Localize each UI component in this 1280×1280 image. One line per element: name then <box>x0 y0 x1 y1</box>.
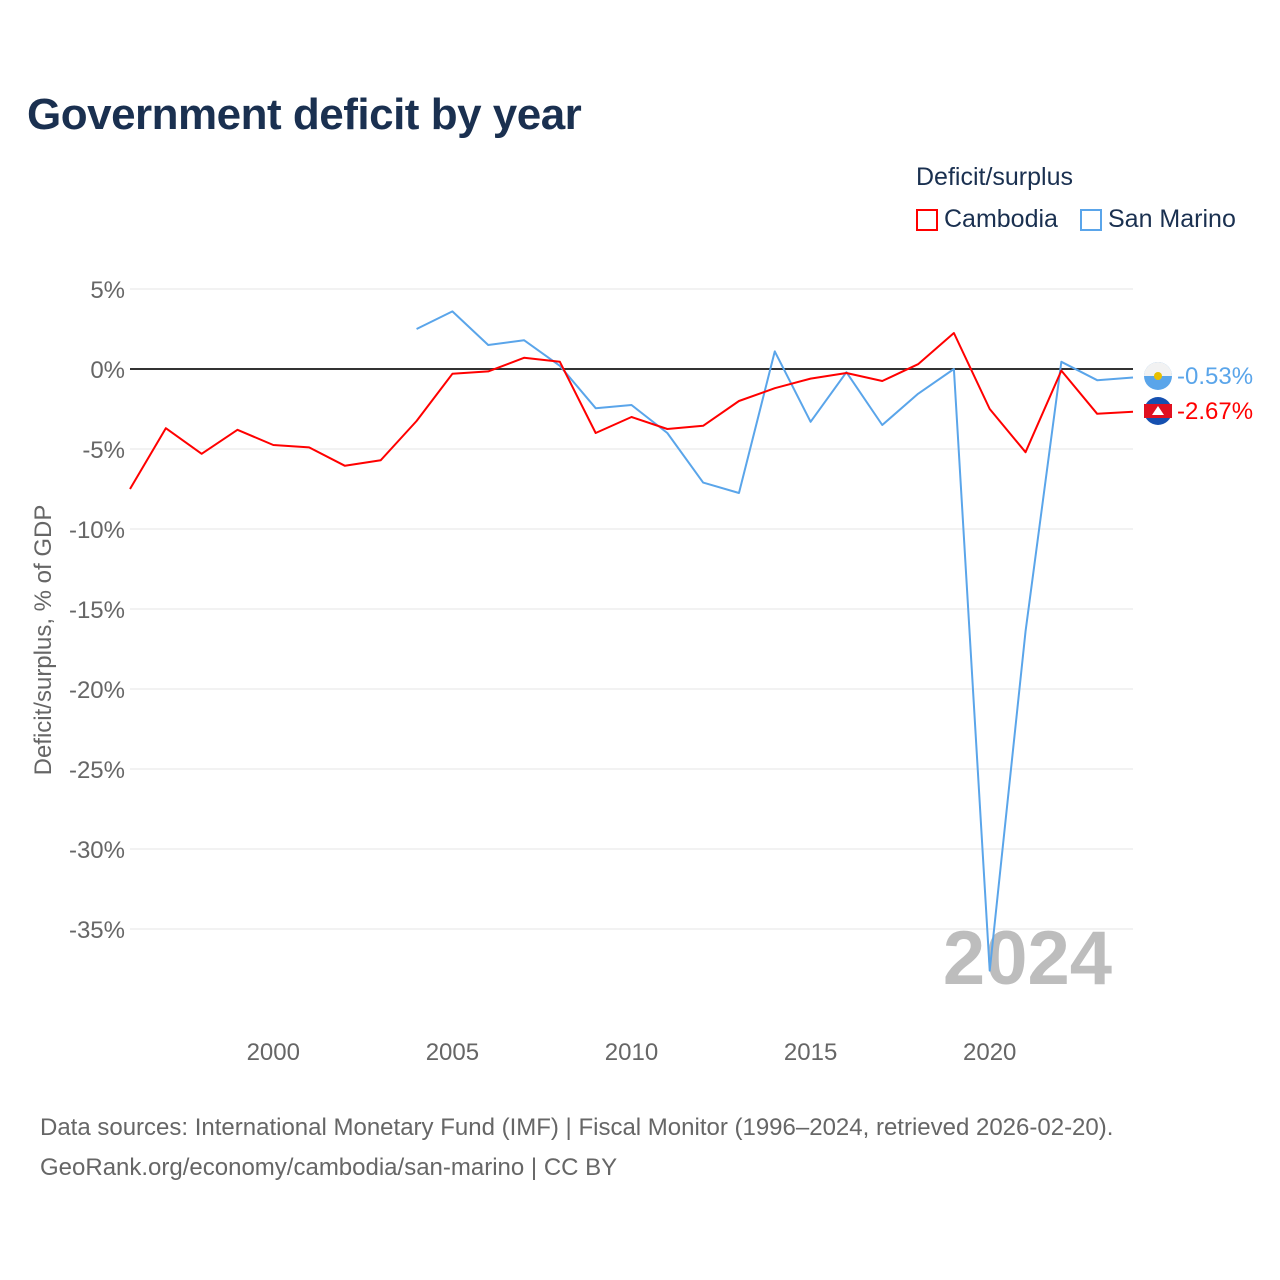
san-marino-flag-top <box>1144 362 1172 376</box>
legend-item-cambodia[interactable]: Cambodia <box>916 205 1058 234</box>
end-label-san-marino: -0.53% <box>1177 363 1253 390</box>
x-tick-label: 2010 <box>605 1039 658 1066</box>
footer: Data sources: International Monetary Fun… <box>40 1108 1113 1188</box>
y-tick-label: -5% <box>82 437 125 464</box>
chart-title: Government deficit by year <box>27 90 582 139</box>
attribution-link[interactable]: GeoRank.org/economy/cambodia/san-marino … <box>40 1154 618 1181</box>
y-tick-label: -35% <box>69 917 125 944</box>
san-marino-emblem-icon <box>1154 372 1162 380</box>
end-label-cambodia: -2.67% <box>1177 398 1253 425</box>
angkor-wat-icon <box>1152 406 1164 415</box>
series-line-san-marino <box>416 310 1134 972</box>
x-tick-label: 2015 <box>784 1039 837 1066</box>
legend-swatch-cambodia <box>916 208 938 231</box>
x-tick-label: 2020 <box>963 1039 1016 1066</box>
data-source-text: Data sources: International Monetary Fun… <box>40 1114 1114 1141</box>
legend-swatch-san-marino <box>1080 208 1102 231</box>
y-tick-label: 5% <box>90 277 125 304</box>
legend-label-cambodia: Cambodia <box>944 205 1058 233</box>
y-tick-label: 0% <box>90 357 125 384</box>
y-tick-label: -10% <box>69 517 125 544</box>
legend-label-san-marino: San Marino <box>1108 205 1236 233</box>
y-tick-label: -20% <box>69 677 125 704</box>
y-tick-label: -30% <box>69 837 125 864</box>
y-axis-label: Deficit/surplus, % of GDP <box>30 505 57 776</box>
legend-title: Deficit/surplus <box>916 163 1073 191</box>
y-tick-label: -25% <box>69 757 125 784</box>
y-tick-label: -15% <box>69 597 125 624</box>
legend-item-san-marino[interactable]: San Marino <box>1080 205 1236 234</box>
x-tick-label: 2000 <box>247 1039 300 1066</box>
x-tick-label: 2005 <box>426 1039 479 1066</box>
series-line-cambodia <box>129 332 1134 490</box>
year-watermark: 2024 <box>943 916 1112 1001</box>
